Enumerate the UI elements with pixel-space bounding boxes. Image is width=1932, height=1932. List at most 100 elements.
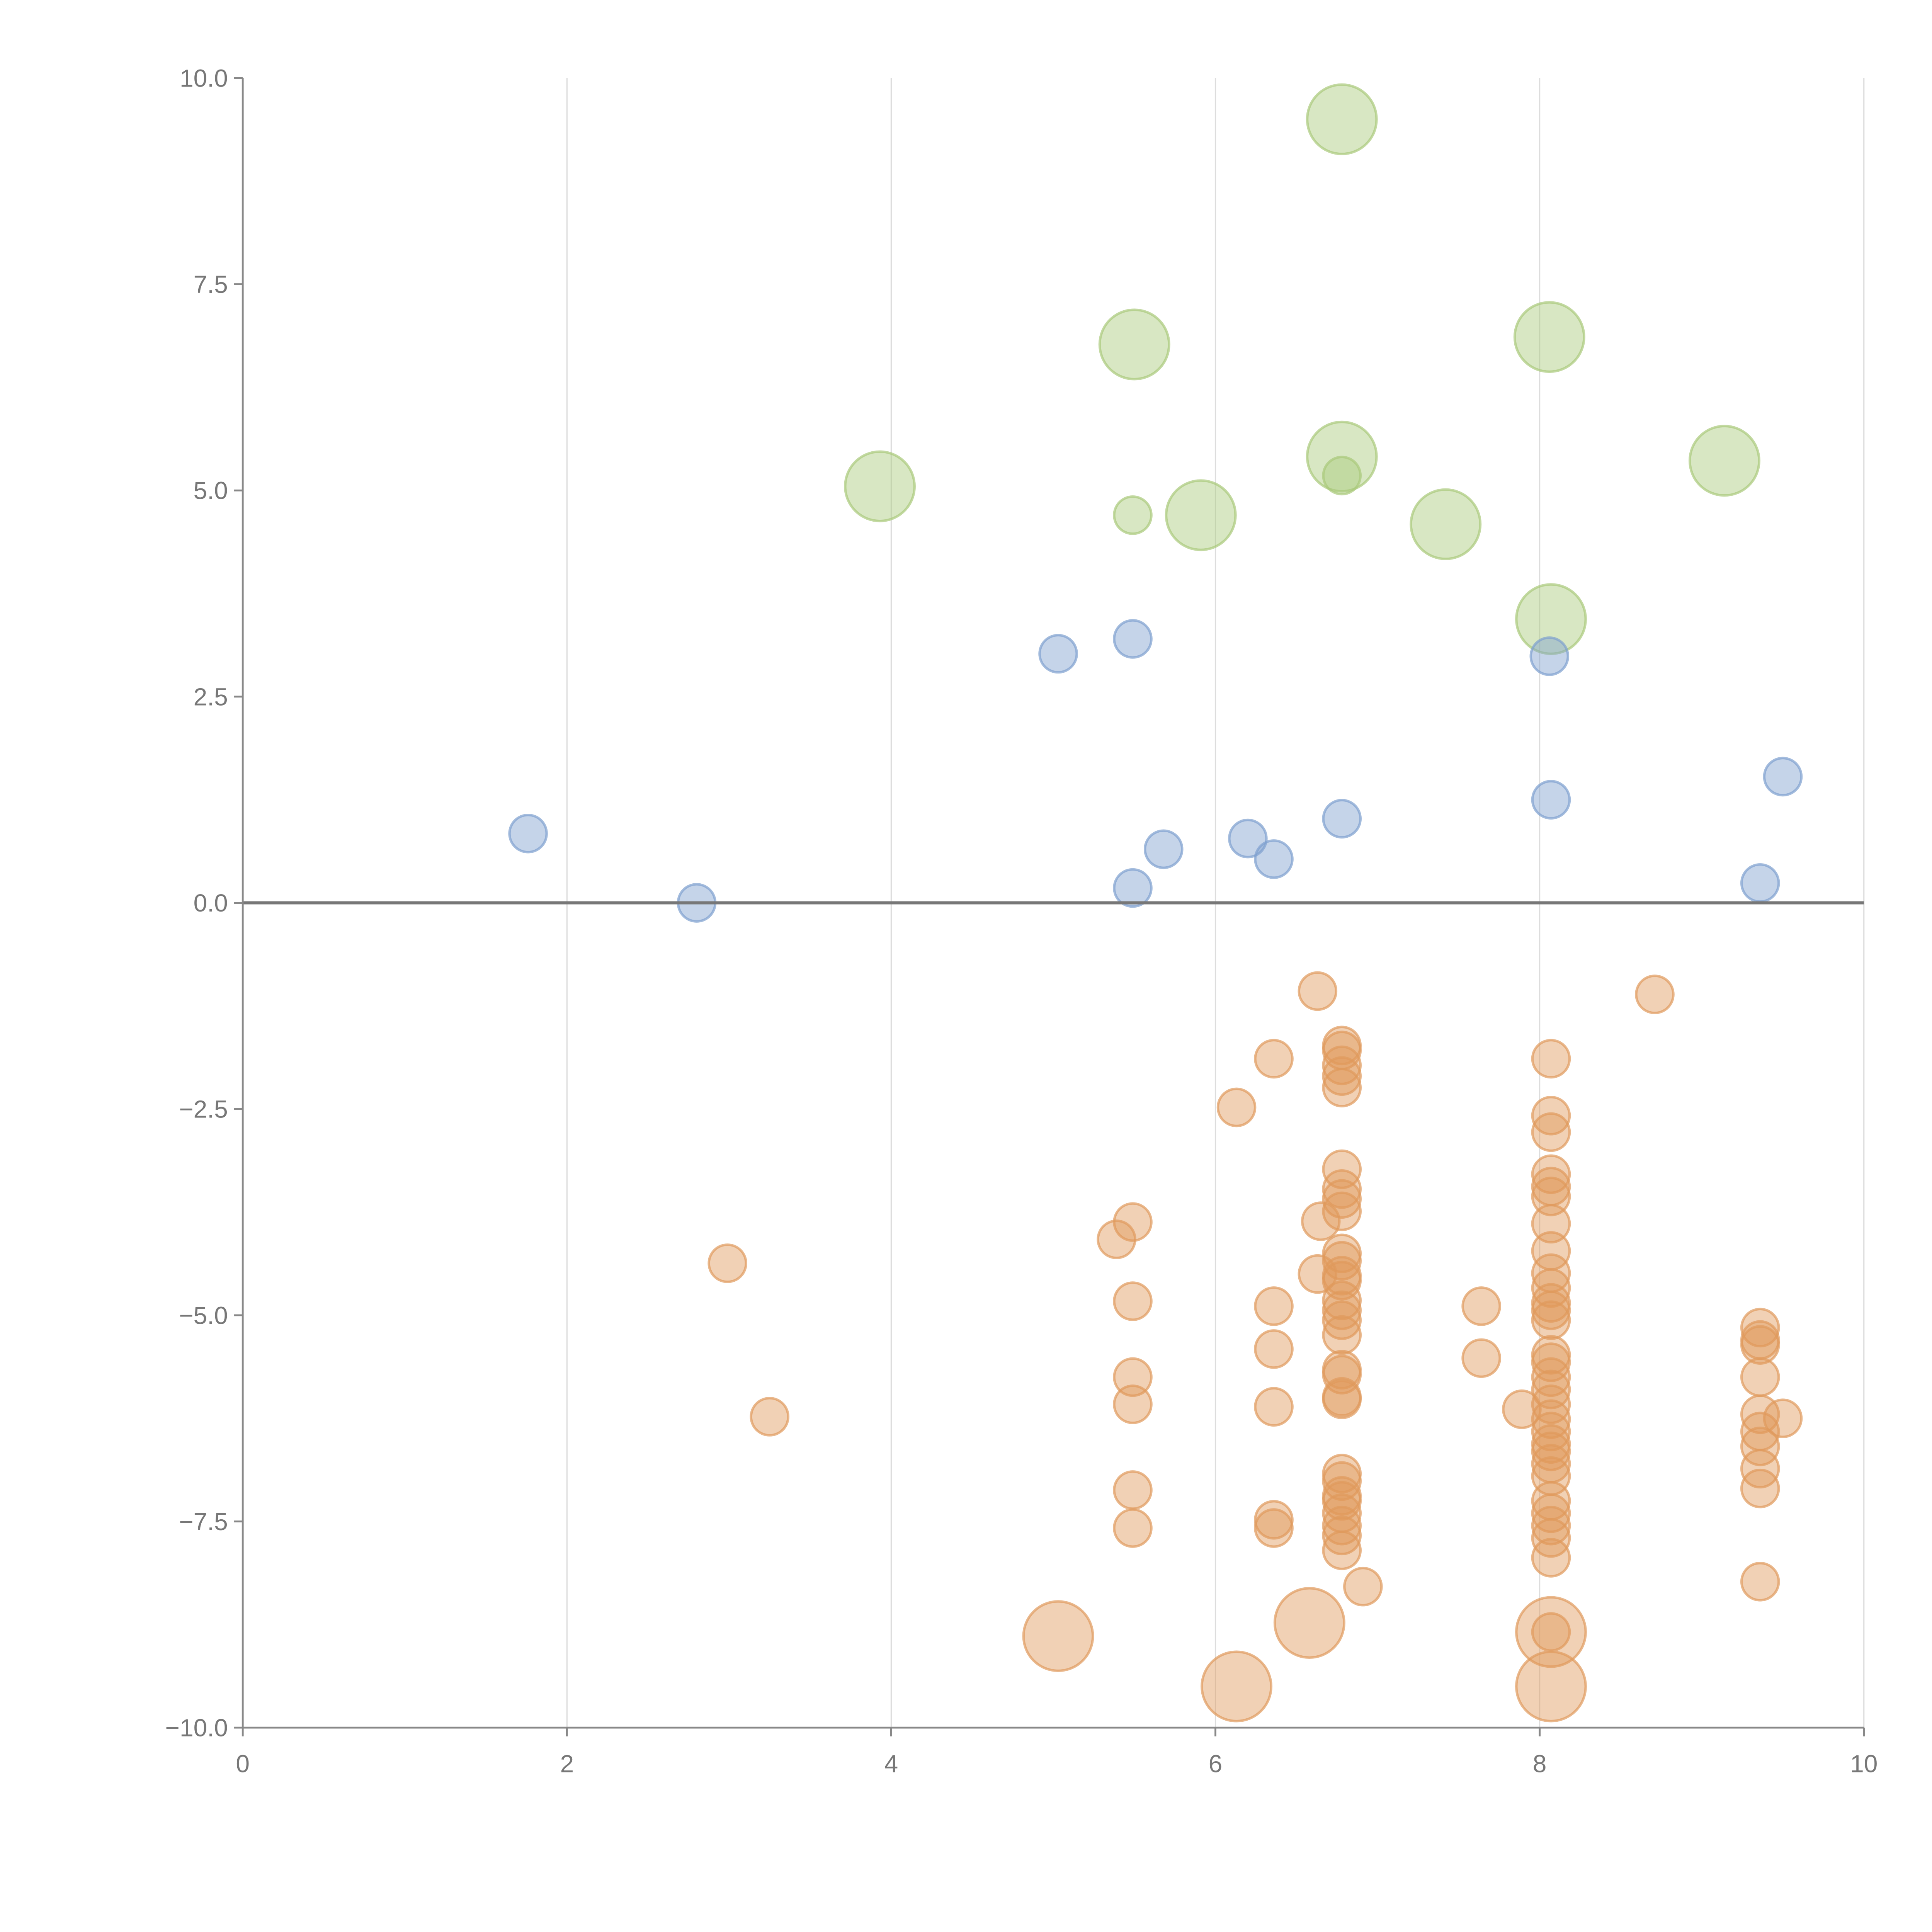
data-point-green[interactable] (1410, 488, 1482, 560)
data-point-blue[interactable] (1529, 636, 1570, 676)
data-point-blue[interactable] (1254, 839, 1294, 879)
y-tick-label: −2.5 (179, 1095, 228, 1123)
data-point-orange[interactable] (1531, 1384, 1571, 1424)
data-point-orange[interactable] (1531, 1039, 1571, 1079)
data-point-orange[interactable] (1254, 1500, 1294, 1540)
data-point-orange[interactable] (1254, 1508, 1294, 1548)
data-point-blue[interactable] (1038, 634, 1078, 674)
series-orange (707, 971, 1803, 1723)
data-point-orange[interactable] (1298, 971, 1338, 1011)
data-point-orange[interactable] (1301, 1201, 1341, 1241)
data-point-orange[interactable] (1097, 1219, 1136, 1259)
x-tick-label: 8 (1533, 1750, 1547, 1778)
data-point-orange[interactable] (1322, 1300, 1362, 1340)
data-point-blue[interactable] (1113, 619, 1153, 659)
data-point-orange[interactable] (1322, 1315, 1362, 1355)
y-tick-label: 2.5 (194, 683, 228, 711)
data-point-green[interactable] (844, 450, 916, 522)
data-point-orange[interactable] (1740, 1426, 1780, 1466)
data-point-orange[interactable] (1254, 1286, 1294, 1326)
data-point-orange[interactable] (1322, 1515, 1362, 1556)
data-point-blue[interactable] (1763, 757, 1803, 797)
y-tick-label: 10.0 (180, 64, 228, 92)
data-point-orange[interactable] (1254, 1329, 1294, 1369)
data-point-orange[interactable] (1461, 1338, 1501, 1378)
data-point-green[interactable] (1306, 83, 1378, 155)
data-point-blue[interactable] (508, 813, 548, 854)
data-point-orange[interactable] (1322, 1056, 1362, 1096)
data-point-orange[interactable] (1740, 1325, 1780, 1365)
data-point-orange[interactable] (707, 1243, 747, 1283)
data-point-green[interactable] (1165, 479, 1237, 551)
data-point-orange[interactable] (1273, 1587, 1345, 1659)
data-point-orange[interactable] (1113, 1384, 1153, 1424)
data-point-orange[interactable] (1322, 1169, 1362, 1209)
data-point-green[interactable] (1098, 308, 1170, 381)
x-tick-label: 10 (1850, 1750, 1878, 1778)
data-point-orange[interactable] (1531, 1357, 1571, 1397)
data-point-blue[interactable] (1740, 863, 1780, 903)
data-point-blue[interactable] (1228, 818, 1268, 859)
data-point-green[interactable] (1688, 425, 1760, 497)
data-point-orange[interactable] (1502, 1389, 1542, 1429)
data-point-orange[interactable] (1531, 1290, 1571, 1330)
data-point-orange[interactable] (1201, 1650, 1273, 1723)
y-tick-label: 7.5 (194, 270, 228, 298)
data-point-orange[interactable] (1461, 1286, 1501, 1326)
data-point-orange[interactable] (1635, 975, 1675, 1014)
data-point-blue[interactable] (1322, 799, 1362, 839)
data-point-orange[interactable] (1322, 1045, 1362, 1085)
data-point-blue[interactable] (1531, 780, 1571, 820)
data-point-orange[interactable] (1740, 1308, 1780, 1348)
data-point-green[interactable] (1513, 301, 1585, 373)
data-point-orange[interactable] (1763, 1398, 1803, 1438)
data-point-orange[interactable] (1740, 1357, 1780, 1397)
data-point-orange[interactable] (1531, 1177, 1571, 1216)
data-point-orange[interactable] (1022, 1600, 1094, 1672)
data-point-orange[interactable] (1322, 1530, 1362, 1570)
y-tick-label: 5.0 (194, 477, 228, 505)
data-point-orange[interactable] (1531, 1095, 1571, 1136)
data-point-orange[interactable] (1216, 1087, 1257, 1128)
data-point-orange[interactable] (1531, 1112, 1571, 1152)
data-point-orange[interactable] (750, 1397, 790, 1437)
data-point-orange[interactable] (1113, 1508, 1153, 1548)
y-tick-label: −7.5 (179, 1508, 228, 1536)
x-tick-label: 4 (884, 1750, 898, 1778)
data-point-orange[interactable] (1531, 1342, 1571, 1382)
data-point-orange[interactable] (1531, 1268, 1571, 1308)
data-point-orange[interactable] (1531, 1300, 1571, 1340)
data-point-orange[interactable] (1531, 1154, 1571, 1194)
data-point-orange[interactable] (1113, 1470, 1153, 1510)
data-point-blue[interactable] (1143, 829, 1184, 869)
axis-ticks: 0 2 4 6 8 10 10.0 7.5 5.0 2.5 0.0 −2.5 −5.0 −7.5 −10.0 (165, 64, 1878, 1777)
x-tick-label: 0 (236, 1750, 250, 1778)
data-point-orange[interactable] (1740, 1468, 1780, 1509)
data-point-orange[interactable] (1254, 1039, 1294, 1079)
data-point-orange[interactable] (1322, 1068, 1362, 1107)
data-point-orange[interactable] (1322, 1191, 1362, 1231)
data-point-orange[interactable] (1254, 1387, 1294, 1427)
data-point-orange[interactable] (1531, 1369, 1571, 1410)
x-tick-label: 2 (560, 1750, 574, 1778)
data-point-orange[interactable] (1515, 1650, 1587, 1723)
data-point-green[interactable] (1113, 495, 1153, 535)
data-point-orange[interactable] (1343, 1566, 1383, 1607)
data-point-orange[interactable] (1740, 1562, 1780, 1602)
data-point-green[interactable] (1515, 583, 1587, 655)
y-tick-label: 0.0 (194, 889, 228, 917)
data-point-orange[interactable] (1531, 1538, 1571, 1578)
data-point-orange[interactable] (1531, 1204, 1571, 1244)
data-point-orange[interactable] (1322, 1379, 1362, 1419)
series-blue (508, 619, 1803, 923)
data-point-blue[interactable] (1113, 868, 1153, 908)
data-point-orange[interactable] (1531, 1505, 1571, 1546)
data-point-orange[interactable] (1298, 1254, 1338, 1294)
data-point-orange[interactable] (1113, 1281, 1153, 1321)
data-point-orange[interactable] (1515, 1596, 1587, 1668)
series-green (844, 83, 1760, 655)
data-point-green[interactable] (1322, 456, 1362, 496)
data-point-orange[interactable] (1113, 1357, 1153, 1397)
data-points (508, 83, 1803, 1723)
